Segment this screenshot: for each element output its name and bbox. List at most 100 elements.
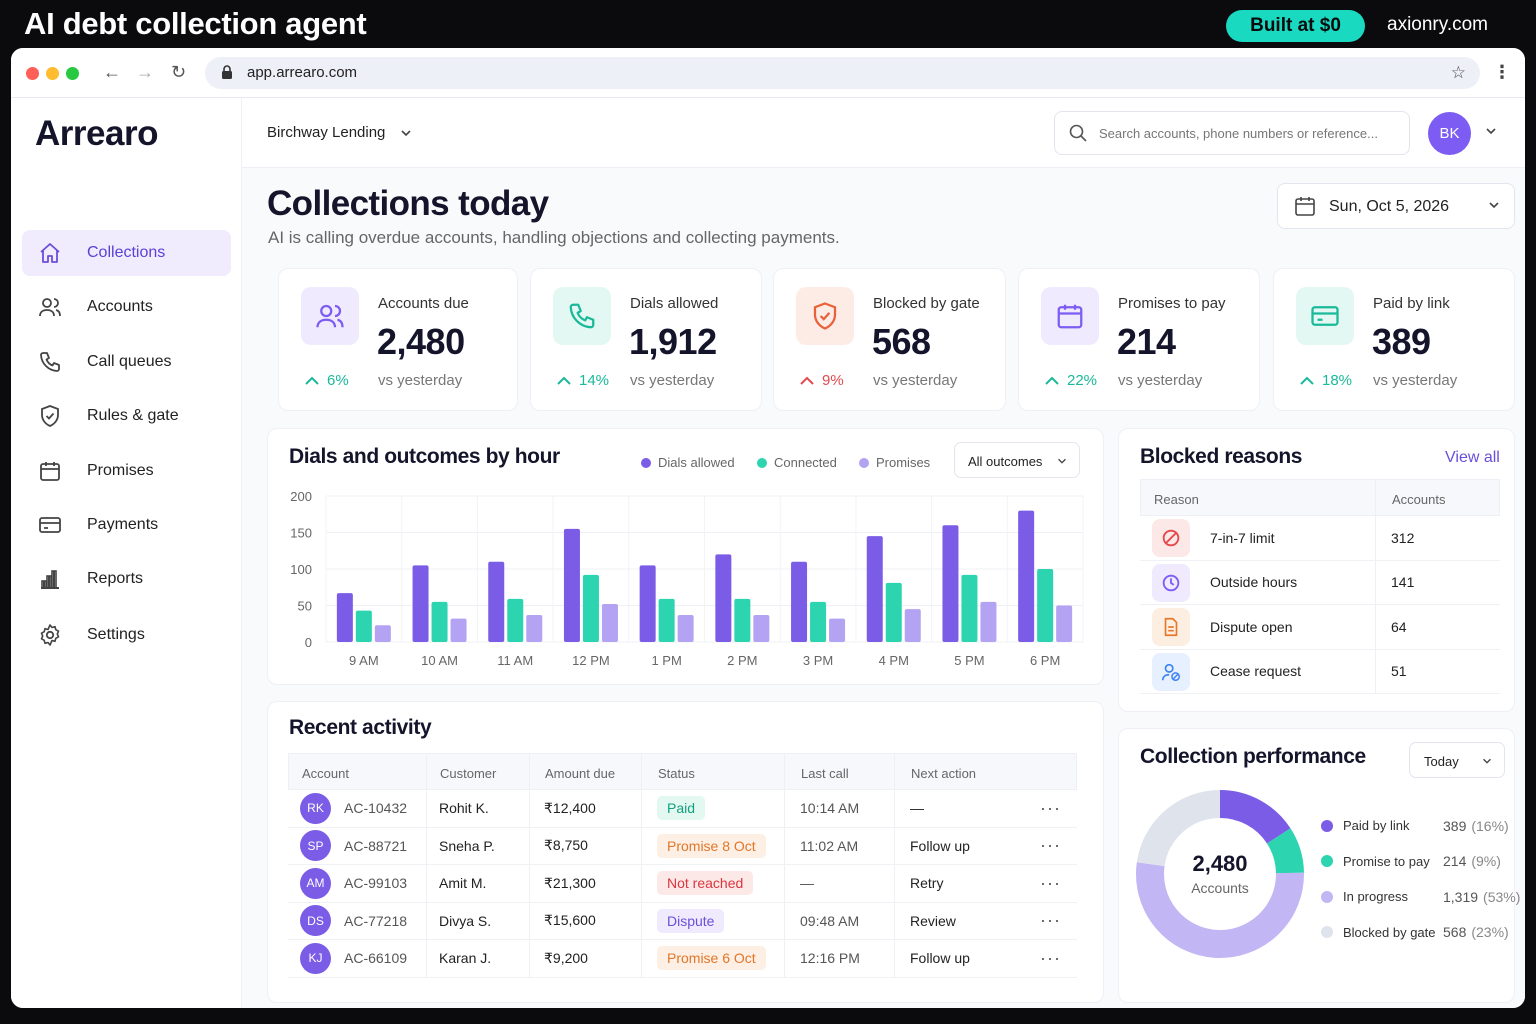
account-id[interactable]: AC-99103 <box>344 875 408 892</box>
date-picker[interactable]: Sun, Oct 5, 2026 <box>1277 183 1515 229</box>
more-options-icon[interactable]: ··· <box>1040 872 1061 893</box>
bar-promises <box>1056 605 1073 642</box>
close-window-dot[interactable] <box>26 67 39 80</box>
legend-label: Connected <box>774 455 837 470</box>
sidebar-item-payments[interactable]: Payments <box>22 502 231 548</box>
sidebar-item-rules-gate[interactable]: Rules & gate <box>22 393 231 439</box>
account-avatar: DS <box>300 905 331 937</box>
status-cell: Not reached <box>657 865 754 902</box>
kpi-delta: 6% <box>305 372 349 389</box>
reason-label: Outside hours <box>1210 574 1298 591</box>
bar-dials-allowed <box>336 593 353 642</box>
next-action-cell: Follow up <box>910 837 970 854</box>
chart-title: Dials and outcomes by hour <box>289 445 560 468</box>
activity-row[interactable]: SP AC-88721 Sneha P. ₹8,750 Promise 8 Oct 11:… <box>288 828 1077 865</box>
legend-swatch <box>859 457 869 468</box>
search-input[interactable]: Search accounts, phone numbers or refere… <box>1054 111 1410 155</box>
chevron-down-icon[interactable] <box>399 126 413 140</box>
user-avatar[interactable]: BK <box>1428 112 1471 155</box>
last-call-cell: 10:14 AM <box>800 800 860 817</box>
view-all-link[interactable]: View all <box>1445 449 1500 466</box>
kpi-label: Dials allowed <box>630 295 719 312</box>
reason-count: 64 <box>1391 618 1407 635</box>
sidebar-item-label: Rules & gate <box>87 407 179 424</box>
x-tick-label: 12 PM <box>572 653 610 668</box>
kpi-label: Blocked by gate <box>873 295 980 312</box>
account-id[interactable]: AC-88721 <box>344 837 408 854</box>
activity-row[interactable]: RK AC-10432 Rohit K. ₹12,400 Paid 10:14 AM — ··… <box>288 790 1077 828</box>
account-cell: SP AC-88721 <box>300 828 407 865</box>
back-arrow-icon[interactable]: ← <box>103 62 121 82</box>
kpi-label: Accounts due <box>378 295 469 312</box>
bar-promises <box>601 604 618 642</box>
more-options-icon[interactable]: ··· <box>1040 797 1061 818</box>
kpi-delta: 22% <box>1045 372 1097 389</box>
sidebar-item-reports[interactable]: Reports <box>22 556 231 602</box>
reload-icon[interactable]: ↻ <box>171 62 187 82</box>
browser-menu-icon[interactable]: ⋮ <box>1493 62 1511 82</box>
blocked-reason-row[interactable]: Dispute open 64 <box>1140 605 1500 650</box>
activity-row[interactable]: KJ AC-66109 Karan J. ₹9,200 Promise 6 Oct 12:… <box>288 940 1077 978</box>
header-account: Account <box>302 766 349 781</box>
blocked-reason-row[interactable]: Cease request 51 <box>1140 650 1500 694</box>
phone-icon <box>38 350 62 374</box>
bar-connected <box>658 598 675 642</box>
legend-value: 214 (9%) <box>1443 853 1501 869</box>
account-cell: RK AC-10432 <box>300 790 407 827</box>
maximize-window-dot[interactable] <box>66 67 79 80</box>
last-call-cell: 09:48 AM <box>800 912 860 929</box>
more-options-icon[interactable]: ··· <box>1040 910 1061 931</box>
performance-legend-item: Blocked by gate 568 (23%) <box>1321 924 1509 940</box>
bookmark-star-icon[interactable]: ☆ <box>1450 63 1466 82</box>
sidebar-item-accounts[interactable]: Accounts <box>22 284 231 330</box>
kpi-delta: 9% <box>800 372 844 389</box>
performance-title: Collection performance <box>1140 745 1366 768</box>
legend-item: Promises <box>859 455 930 470</box>
shield-icon <box>38 404 62 428</box>
account-id[interactable]: AC-77218 <box>344 912 408 929</box>
document-icon <box>1152 608 1190 646</box>
period-dropdown[interactable]: Today <box>1409 742 1505 778</box>
legend-swatch <box>1321 890 1333 903</box>
activity-row[interactable]: AM AC-99103 Amit M. ₹21,300 Not reached — Retr… <box>288 865 1077 903</box>
blocked-reason-row[interactable]: 7-in-7 limit 312 <box>1140 516 1500 561</box>
account-id[interactable]: AC-10432 <box>344 800 408 817</box>
outcome-filter-dropdown[interactable]: All outcomes <box>954 442 1080 478</box>
address-bar[interactable]: app.arrearo.com ☆ <box>205 57 1480 89</box>
performance-legend-item: Promise to pay 214 (9%) <box>1321 853 1501 869</box>
account-id[interactable]: AC-66109 <box>344 950 408 967</box>
page-title: Collections today <box>267 184 549 223</box>
sidebar-item-collections[interactable]: Collections <box>22 230 231 276</box>
kpi-card: Promises to pay 214 22% vs yesterday <box>1018 268 1260 411</box>
bar-connected <box>734 598 751 642</box>
kpi-delta-value: 9% <box>822 372 844 389</box>
legend-percent: (53%) <box>1483 888 1521 905</box>
period-label: Today <box>1424 754 1459 769</box>
forward-arrow-icon[interactable]: → <box>136 62 154 82</box>
kpi-label: Promises to pay <box>1118 295 1226 312</box>
sidebar-item-promises[interactable]: Promises <box>22 448 231 494</box>
phone-icon <box>553 287 611 345</box>
x-tick-label: 11 AM <box>497 653 533 668</box>
chevron-down-icon[interactable] <box>1484 124 1498 138</box>
activity-title: Recent activity <box>289 716 432 739</box>
org-selector[interactable]: Birchway Lending <box>267 124 386 141</box>
next-action-cell: Review <box>910 912 956 929</box>
users-icon <box>38 295 62 319</box>
bar-dials-allowed <box>1018 510 1035 642</box>
minimize-window-dot[interactable] <box>46 67 59 80</box>
sidebar-item-label: Reports <box>87 570 144 587</box>
kpi-delta-value: 14% <box>579 372 610 389</box>
blocked-reason-row[interactable]: Outside hours 141 <box>1140 561 1500 605</box>
sidebar-item-call-queues[interactable]: Call queues <box>22 339 231 385</box>
more-options-icon[interactable]: ··· <box>1040 947 1061 968</box>
kpi-value: 389 <box>1372 321 1431 362</box>
blocked-reasons-card: Blocked reasons View all Reason Accounts… <box>1118 428 1515 712</box>
bar-connected <box>355 610 372 642</box>
customer-cell: Divya S. <box>439 912 492 929</box>
chevron-down-icon <box>1489 202 1499 209</box>
more-options-icon[interactable]: ··· <box>1040 835 1061 856</box>
sidebar-item-settings[interactable]: Settings <box>22 612 231 658</box>
calendar-icon <box>1295 197 1315 216</box>
activity-row[interactable]: DS AC-77218 Divya S. ₹15,600 Dispute 09:48 AM… <box>288 903 1077 940</box>
